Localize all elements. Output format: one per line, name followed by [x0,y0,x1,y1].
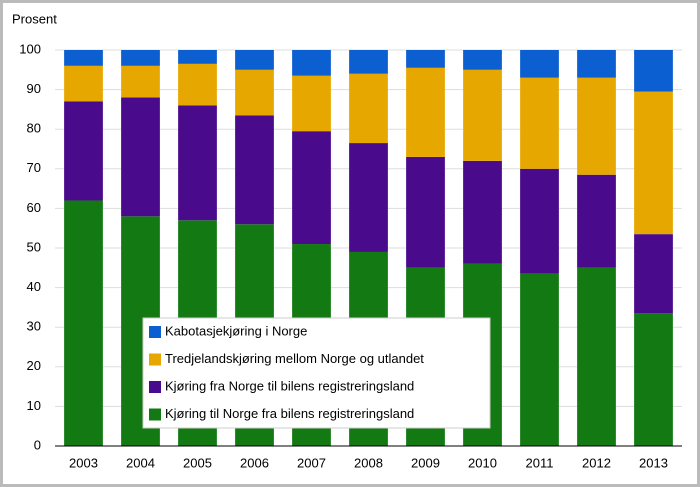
bar-segment [64,101,103,201]
bar-segment [349,73,388,144]
y-tick-label: 70 [27,160,41,175]
bar-segment [577,174,616,268]
legend-label: Kabotasjekjøring i Norge [165,323,307,338]
y-tick-label: 30 [27,319,41,334]
bar-segment [577,267,616,446]
y-tick-label: 90 [27,81,41,96]
bar-segment [235,115,274,225]
legend-label: Tredjelandskjøring mellom Norge og utlan… [165,351,424,366]
bar-segment [178,105,217,221]
x-tick-label: 2004 [126,455,155,470]
bar-segment [634,50,673,92]
y-tick-label: 0 [34,437,41,452]
bar-segment [520,50,559,78]
bar-segment [406,67,445,157]
x-tick-label: 2013 [639,455,668,470]
bar-segment [406,156,445,268]
legend-swatch [149,381,161,393]
bar-segment [121,65,160,98]
bar-segment [520,273,559,446]
y-tick-label: 80 [27,121,41,136]
y-tick-label: 60 [27,200,41,215]
bar-segment [64,50,103,66]
legend-swatch [149,408,161,421]
bar-segment [121,97,160,217]
y-tick-label: 100 [19,41,41,56]
bar-segment [634,234,673,314]
bar-segment [577,50,616,78]
x-tick-label: 2011 [526,455,554,470]
x-tick-label: 2009 [411,455,440,470]
legend-label: Kjøring fra Norge til bilens registrerin… [165,378,414,393]
y-tick-label: 50 [27,239,41,254]
bar-segment [178,63,217,106]
x-tick-label: 2010 [468,455,497,470]
bar-segment [121,50,160,66]
bar-segment [577,77,616,175]
legend-label: Kjøring til Norge fra bilens registrerin… [165,406,414,421]
legend-box [142,317,491,429]
x-tick-label: 2012 [582,455,611,470]
bar-segment [634,313,673,446]
bar-segment [463,160,502,264]
bar-segment [520,168,559,274]
bar-segment [463,69,502,161]
bar-segment [64,200,103,446]
bar-segment [463,50,502,70]
legend-swatch [149,353,161,366]
x-tick-label: 2007 [297,455,326,470]
legend-swatch [149,326,161,338]
bar-segment [64,65,103,102]
y-axis-label: Prosent [12,11,57,26]
bar-segment [349,50,388,74]
x-tick-label: 2008 [354,455,383,470]
bar-segment [292,75,331,132]
bar-segment [235,50,274,70]
bar-segment [178,50,217,64]
bar-segment [292,131,331,245]
bar-segment [634,91,673,235]
bar-segment [292,50,331,76]
x-tick-label: 2005 [183,455,212,470]
bar-segment [235,69,274,116]
bar-segment [520,77,559,169]
x-tick-label: 2003 [69,455,98,470]
x-tick-label: 2006 [240,455,269,470]
y-tick-label: 10 [27,398,41,413]
bar-segment [406,50,445,68]
y-tick-label: 40 [27,279,41,294]
bar-segment [349,143,388,252]
y-tick-label: 20 [27,358,41,373]
